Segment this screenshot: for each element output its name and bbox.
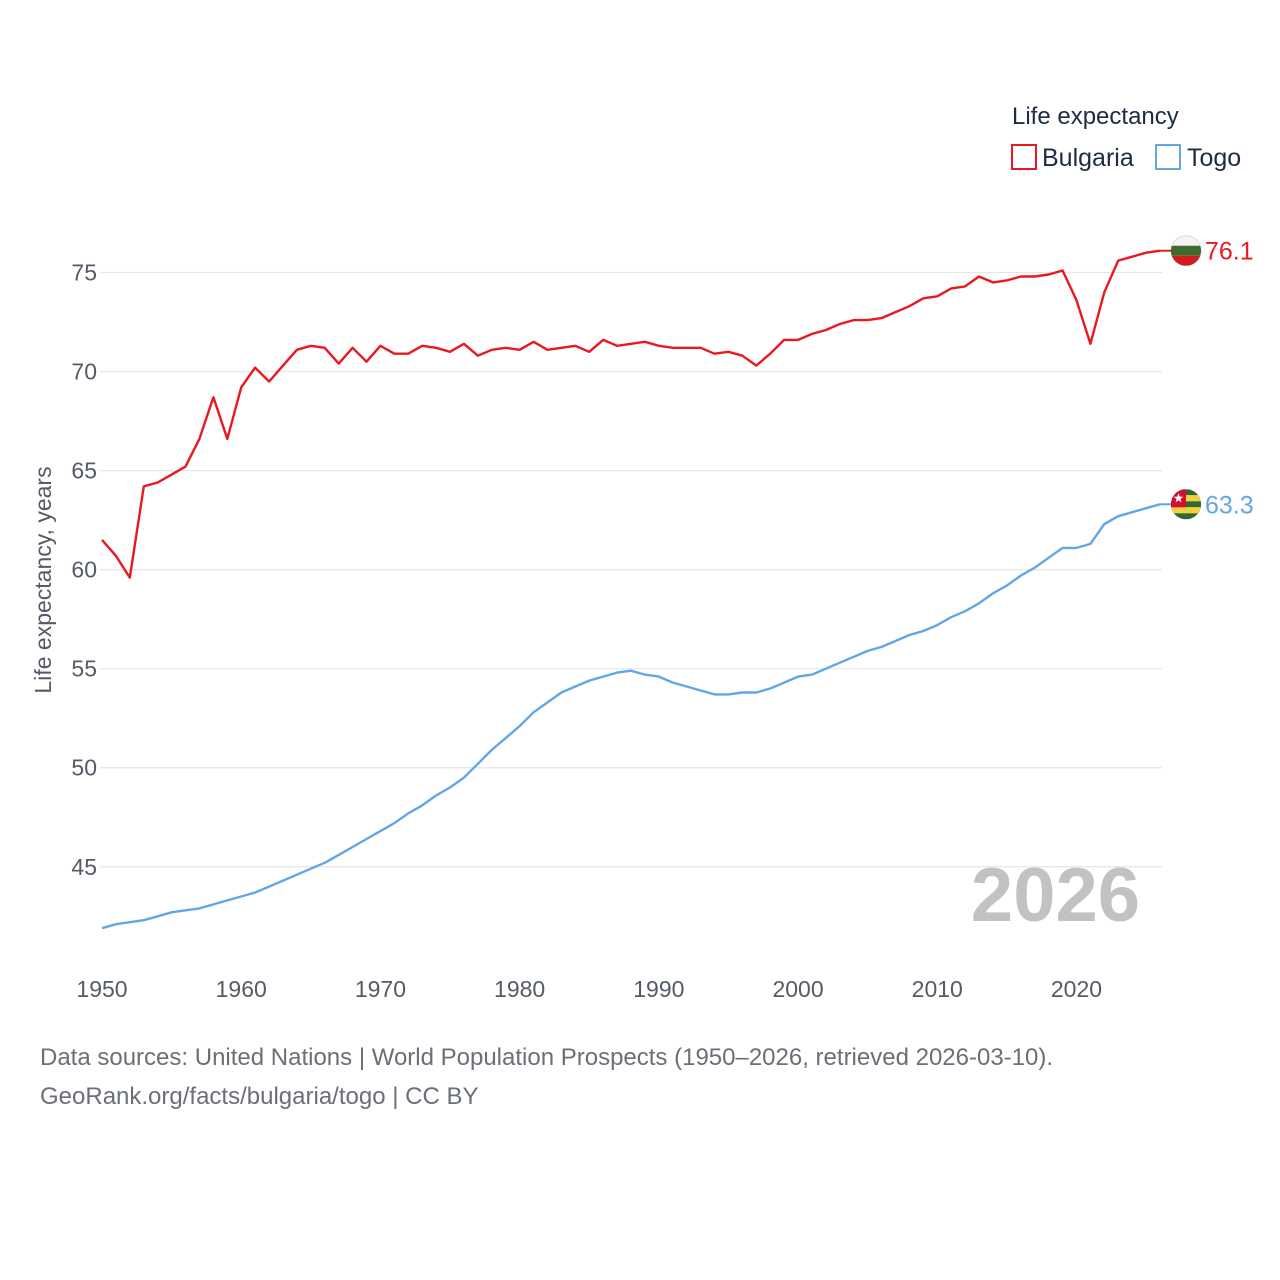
x-tick-label-2010: 2010 — [912, 976, 963, 1002]
legend-item-togo[interactable]: Togo — [1155, 144, 1241, 172]
series-line-bulgaria — [101, 249, 1161, 579]
bulgaria-flag-icon — [1170, 235, 1202, 267]
end-value-label-bulgaria: 76.1 — [1205, 238, 1254, 266]
legend-label-togo: Togo — [1187, 144, 1241, 172]
y-tick-label-60: 60 — [71, 557, 97, 583]
y-tick-label-65: 65 — [71, 458, 97, 484]
y-tick-label-70: 70 — [71, 359, 97, 385]
y-tick-label-45: 45 — [71, 854, 97, 880]
x-tick-label-1990: 1990 — [633, 976, 684, 1002]
year-watermark: 2026 — [971, 853, 1140, 938]
legend-label-bulgaria: Bulgaria — [1042, 144, 1134, 172]
grid-lines — [100, 271, 1162, 868]
source-link-text[interactable]: GeoRank.org/facts/bulgaria/togo | CC BY — [40, 1083, 479, 1110]
x-tick-label-2020: 2020 — [1051, 976, 1102, 1002]
series-lines — [101, 249, 1161, 930]
togo-flag-icon — [1170, 488, 1202, 520]
x-axis-ticks: 1950 1960 1970 1980 1990 2000 2010 2020 — [76, 976, 1102, 1002]
legend-swatch-bulgaria — [1011, 144, 1037, 170]
x-tick-label-1970: 1970 — [355, 976, 406, 1002]
series-line-togo — [101, 503, 1161, 930]
legend-item-bulgaria[interactable]: Bulgaria — [1011, 144, 1134, 172]
y-tick-label-50: 50 — [71, 755, 97, 781]
legend: Life expectancy Bulgaria Togo — [1011, 103, 1241, 172]
y-tick-label-55: 55 — [71, 656, 97, 682]
y-axis-ticks: 45 50 55 60 65 70 75 — [71, 260, 97, 880]
y-tick-label-75: 75 — [71, 260, 97, 286]
x-tick-label-1950: 1950 — [76, 976, 127, 1002]
series-endpoints: 76.1 63.3 — [1160, 235, 1254, 520]
x-tick-label-1980: 1980 — [494, 976, 545, 1002]
legend-swatch-togo — [1155, 144, 1181, 170]
y-axis-label: Life expectancy, years — [30, 466, 56, 693]
x-tick-label-2000: 2000 — [772, 976, 823, 1002]
source-text: Data sources: United Nations | World Pop… — [40, 1044, 1054, 1071]
end-value-label-togo: 63.3 — [1205, 491, 1254, 519]
legend-title: Life expectancy — [1012, 103, 1179, 130]
x-tick-label-1960: 1960 — [216, 976, 267, 1002]
